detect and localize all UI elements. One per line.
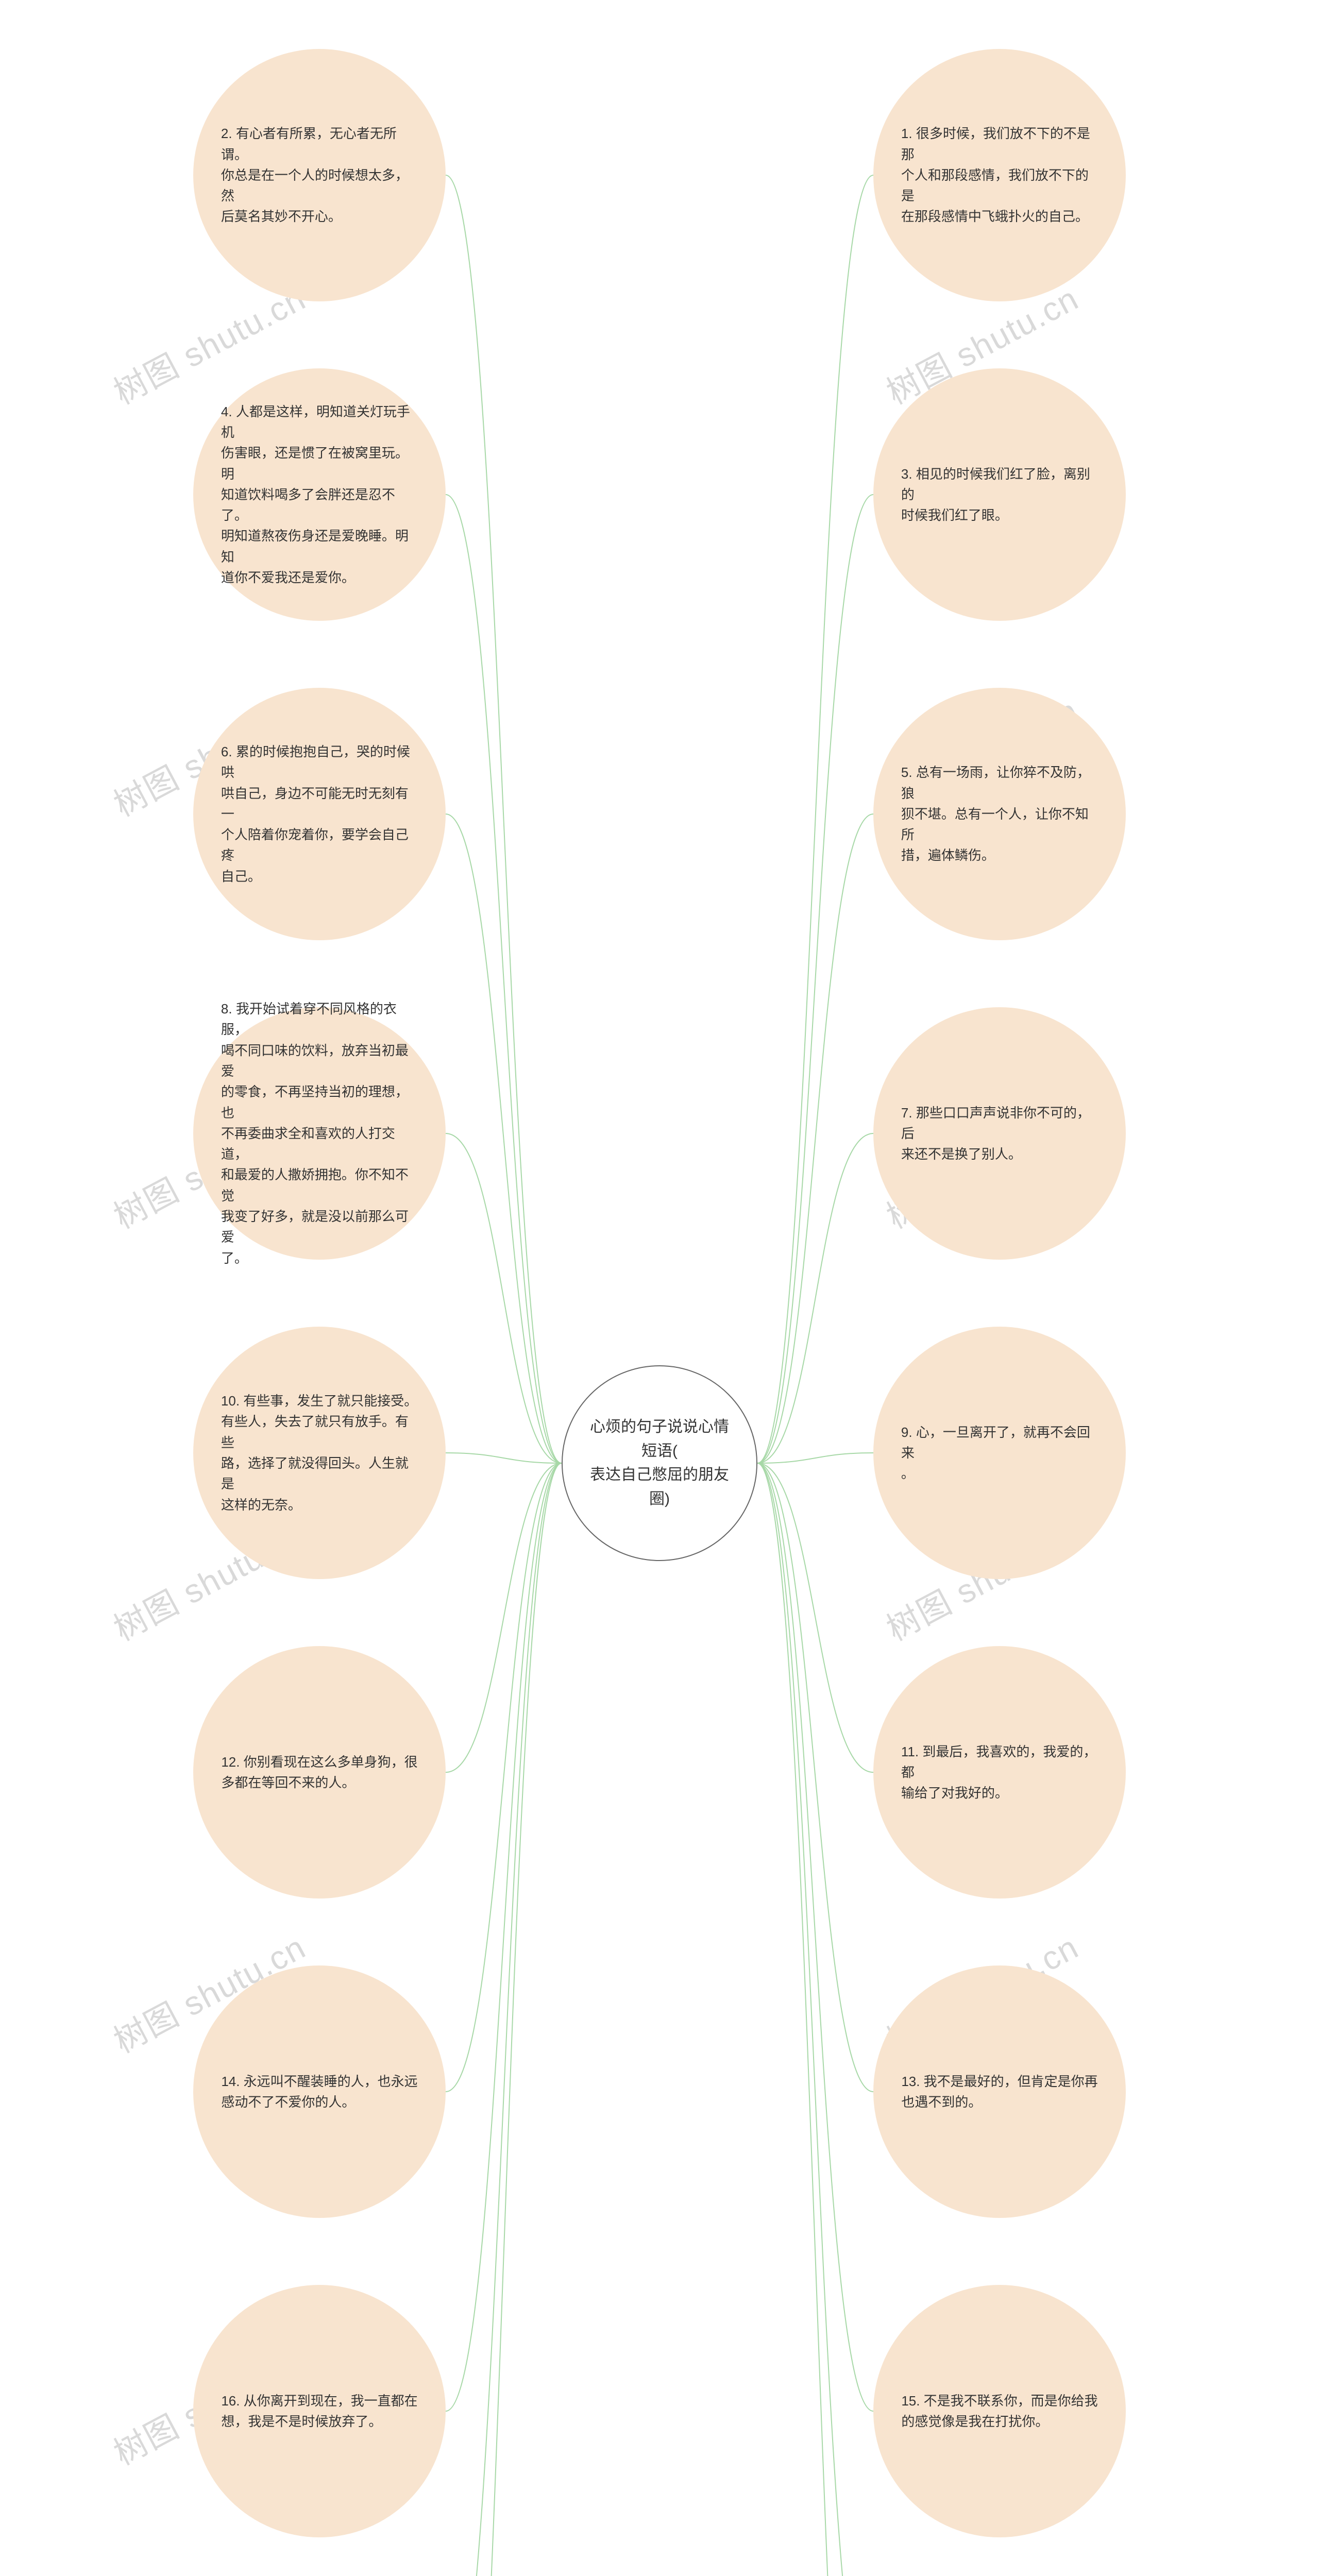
node-text: 4. 人都是这样，明知道关灯玩手机 伤害眼，还是惯了在被窝里玩。明 知道饮料喝多… xyxy=(221,401,418,588)
leaf-node-n4[interactable]: 4. 人都是这样，明知道关灯玩手机 伤害眼，还是惯了在被窝里玩。明 知道饮料喝多… xyxy=(193,368,446,621)
leaf-node-n12[interactable]: 12. 你别看现在这么多单身狗，很 多都在等回不来的人。 xyxy=(193,1646,446,1899)
node-text: 5. 总有一场雨，让你猝不及防，狼 狈不堪。总有一个人，让你不知所 措，遍体鳞伤… xyxy=(901,762,1098,866)
edge xyxy=(446,1463,562,2411)
edge xyxy=(757,1463,873,2411)
leaf-node-n8[interactable]: 8. 我开始试着穿不同风格的衣服， 喝不同口味的饮料，放弃当初最爱 的零食，不再… xyxy=(193,1007,446,1260)
leaf-node-n15[interactable]: 15. 不是我不联系你，而是你给我 的感觉像是我在打扰你。 xyxy=(873,2285,1126,2537)
leaf-node-n3[interactable]: 3. 相见的时候我们红了脸，离别的 时候我们红了眼。 xyxy=(873,368,1126,621)
node-text: 15. 不是我不联系你，而是你给我 的感觉像是我在打扰你。 xyxy=(901,2391,1097,2432)
node-text: 1. 很多时候，我们放不下的不是那 个人和那段感情，我们放不下的是 在那段感情中… xyxy=(901,123,1098,227)
node-text: 11. 到最后，我喜欢的，我爱的，都 输给了对我好的。 xyxy=(901,1741,1098,1804)
edge xyxy=(757,1463,873,2092)
edge xyxy=(446,495,562,1463)
edge xyxy=(446,1463,562,2576)
edge xyxy=(446,1133,562,1463)
edge xyxy=(757,495,873,1463)
node-text: 7. 那些口口声声说非你不可的，后 来还不是换了别人。 xyxy=(901,1103,1098,1165)
leaf-node-n11[interactable]: 11. 到最后，我喜欢的，我爱的，都 输给了对我好的。 xyxy=(873,1646,1126,1899)
leaf-node-n5[interactable]: 5. 总有一场雨，让你猝不及防，狼 狈不堪。总有一个人，让你不知所 措，遍体鳞伤… xyxy=(873,688,1126,940)
edge xyxy=(446,1453,562,1463)
edge-layer xyxy=(0,0,1319,2576)
node-text: 心烦的句子说说心情短语( 表达自己憋屈的朋友圈) xyxy=(584,1415,735,1511)
node-text: 16. 从你离开到现在，我一直都在 想，我是不是时候放弃了。 xyxy=(221,2391,417,2432)
leaf-node-n13[interactable]: 13. 我不是最好的，但肯定是你再 也遇不到的。 xyxy=(873,1965,1126,2218)
node-text: 13. 我不是最好的，但肯定是你再 也遇不到的。 xyxy=(901,2071,1097,2113)
edge xyxy=(757,1463,873,2576)
leaf-node-n16[interactable]: 16. 从你离开到现在，我一直都在 想，我是不是时候放弃了。 xyxy=(193,2285,446,2537)
edge xyxy=(757,175,873,1463)
leaf-node-n2[interactable]: 2. 有心者有所累，无心者无所谓。 你总是在一个人的时候想太多，然 后莫名其妙不… xyxy=(193,49,446,301)
edge xyxy=(757,1133,873,1463)
node-text: 12. 你别看现在这么多单身狗，很 多都在等回不来的人。 xyxy=(221,1752,417,1793)
edge xyxy=(757,1453,873,1463)
leaf-node-n10[interactable]: 10. 有些事，发生了就只能接受。 有些人，失去了就只有放手。有些 路，选择了就… xyxy=(193,1327,446,1579)
mindmap-stage: 树图 shutu.cn树图 shutu.cn树图 shutu.cn树图 shut… xyxy=(0,0,1319,2576)
leaf-node-n6[interactable]: 6. 累的时候抱抱自己，哭的时候哄 哄自己，身边不可能无时无刻有一 个人陪着你宠… xyxy=(193,688,446,940)
leaf-node-n7[interactable]: 7. 那些口口声声说非你不可的，后 来还不是换了别人。 xyxy=(873,1007,1126,1260)
leaf-node-n1[interactable]: 1. 很多时候，我们放不下的不是那 个人和那段感情，我们放不下的是 在那段感情中… xyxy=(873,49,1126,301)
node-text: 10. 有些事，发生了就只能接受。 有些人，失去了就只有放手。有些 路，选择了就… xyxy=(221,1391,418,1515)
edge xyxy=(757,1463,873,2576)
node-text: 3. 相见的时候我们红了脸，离别的 时候我们红了眼。 xyxy=(901,464,1098,526)
edge xyxy=(757,1463,873,1772)
leaf-node-n9[interactable]: 9. 心，一旦离开了，就再不会回来 。 xyxy=(873,1327,1126,1579)
node-text: 6. 累的时候抱抱自己，哭的时候哄 哄自己，身边不可能无时无刻有一 个人陪着你宠… xyxy=(221,741,418,887)
leaf-node-n14[interactable]: 14. 永远叫不醒装睡的人，也永远 感动不了不爱你的人。 xyxy=(193,1965,446,2218)
center-node[interactable]: 心烦的句子说说心情短语( 表达自己憋屈的朋友圈) xyxy=(562,1365,757,1561)
edge xyxy=(446,1463,562,2576)
edge xyxy=(446,175,562,1463)
node-text: 9. 心，一旦离开了，就再不会回来 。 xyxy=(901,1422,1098,1484)
node-text: 14. 永远叫不醒装睡的人，也永远 感动不了不爱你的人。 xyxy=(221,2071,417,2113)
edge xyxy=(446,1463,562,1772)
edge xyxy=(446,814,562,1463)
node-text: 2. 有心者有所累，无心者无所谓。 你总是在一个人的时候想太多，然 后莫名其妙不… xyxy=(221,123,418,227)
edge xyxy=(446,1463,562,2092)
edge xyxy=(757,814,873,1463)
node-text: 8. 我开始试着穿不同风格的衣服， 喝不同口味的饮料，放弃当初最爱 的零食，不再… xyxy=(221,998,418,1268)
